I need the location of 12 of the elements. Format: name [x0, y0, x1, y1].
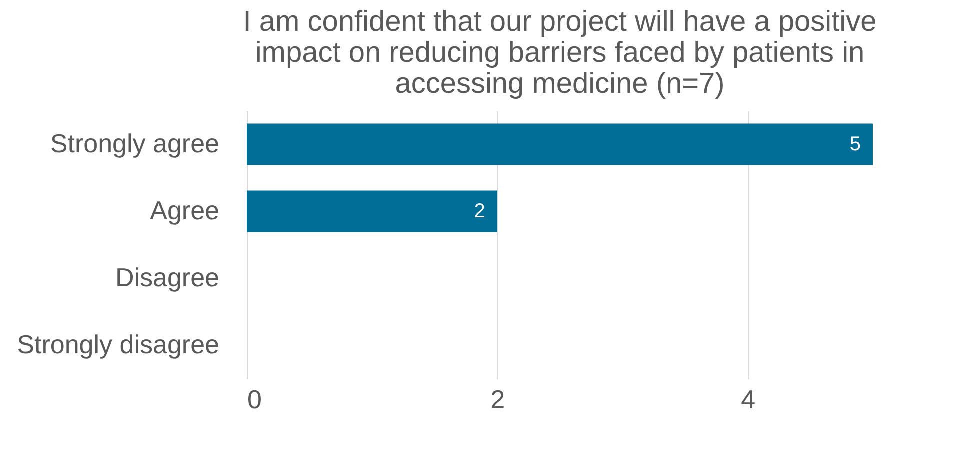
x-tick-label: 2: [490, 384, 506, 414]
y-tick-label: Strongly disagree: [17, 330, 220, 360]
x-tick-label: 0: [248, 384, 262, 414]
text: I am confident that our project will have a positive: [243, 6, 877, 38]
data-label: 5: [850, 134, 861, 156]
data-label: 2: [474, 200, 486, 222]
y-tick-label: Agree: [150, 196, 220, 226]
text: accessing medicine (n=7): [395, 68, 725, 100]
y-tick-label: Disagree: [115, 262, 220, 292]
x-tick-label: 4: [741, 384, 756, 414]
text: impact on reducing barriers faced by patients in: [255, 37, 865, 69]
y-tick-label: Strongly agree: [50, 128, 220, 158]
